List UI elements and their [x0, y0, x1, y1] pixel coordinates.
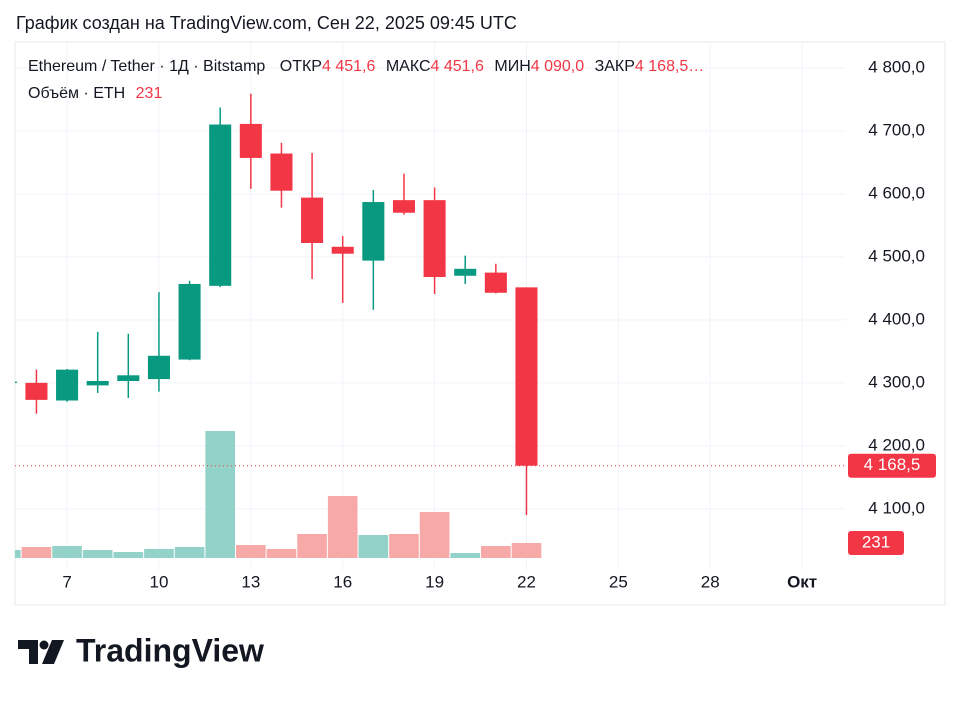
legend-line: Ethereum / Tether · 1Д · Bitstamp ОТКР4 …: [28, 58, 704, 75]
legend-volume-caption: Объём · ETH: [28, 85, 125, 102]
last-volume-badge: [848, 531, 904, 556]
x-tick-label: Окт: [787, 572, 817, 591]
plot-area: [15, 93, 845, 558]
candle-body: [15, 381, 17, 384]
brand-name: TradingView: [76, 632, 264, 668]
axes: 4 100,0 4 200,0 4 300,0 4 400,0 4 500,0 4 600…: [62, 57, 936, 591]
candle-body: [270, 153, 293, 191]
candle-body: [86, 380, 109, 386]
legend-open-value: 4 451,6: [322, 58, 375, 75]
y-tick-label: 4 300,0: [868, 372, 925, 391]
x-tick-label: 22: [517, 572, 536, 591]
logo-mark: [18, 640, 38, 664]
y-tick-label: 4 600,0: [868, 183, 925, 202]
y-tick-label: 4 500,0: [868, 246, 925, 265]
candle-body: [178, 283, 201, 360]
volume-bar: [174, 546, 205, 558]
volume-bar: [15, 550, 21, 558]
candle-body: [362, 202, 385, 261]
brand-logo: TradingView: [18, 632, 264, 668]
candle-body: [117, 375, 140, 381]
volume-bar: [144, 548, 174, 558]
volume-bar: [389, 533, 419, 558]
candle-body: [147, 355, 170, 380]
x-tick-label: 7: [62, 572, 71, 591]
candle-body: [515, 287, 538, 466]
candle-body: [239, 123, 262, 158]
legend-volume-line: Объём · ETH 231: [28, 85, 162, 102]
legend-close-caption: ЗАКР: [595, 58, 635, 75]
legend-open-caption: ОТКР: [280, 58, 322, 75]
candle-body: [484, 272, 507, 293]
volume-bar: [450, 553, 481, 558]
legend-high-caption: МАКС: [386, 58, 431, 75]
volume-bar: [82, 550, 113, 558]
volume-bar: [266, 548, 297, 558]
y-tick-label: 4 800,0: [868, 57, 925, 76]
volume-bar: [511, 543, 542, 558]
candle-body: [209, 124, 232, 286]
last-price-label: 4 168,5: [864, 455, 921, 474]
logo-dot: [39, 640, 49, 650]
x-tick-label: 10: [149, 572, 168, 591]
last-price-badge: [848, 453, 936, 478]
volume-bar: [358, 535, 389, 558]
volume-bar: [297, 533, 327, 558]
volume-bar: [481, 545, 511, 558]
candle-body: [423, 200, 446, 278]
y-tick-label: 4 400,0: [868, 309, 925, 328]
x-tick-label: 25: [609, 572, 628, 591]
volume-bar: [52, 545, 82, 558]
x-tick-label: 19: [425, 572, 444, 591]
x-tick-label: 13: [241, 572, 260, 591]
candle-body: [301, 197, 324, 243]
x-tick-label: 28: [701, 572, 720, 591]
last-volume-label: 231: [862, 532, 890, 551]
legend-low-caption: МИН: [494, 58, 530, 75]
candle-body: [25, 382, 48, 400]
candle-body: [454, 268, 477, 276]
x-tick-label: 16: [333, 572, 352, 591]
volume-bar: [21, 546, 52, 558]
volume-bar: [236, 545, 266, 558]
candle-body: [56, 369, 79, 401]
chart-header: График создан на TradingView.com, Сен 22…: [16, 13, 517, 33]
legend-low-value: 4 090,0: [531, 58, 584, 75]
chart-frame: [14, 41, 946, 606]
y-tick-label: 4 200,0: [868, 435, 925, 454]
volume-bar: [327, 495, 358, 558]
candle-body: [331, 246, 354, 254]
volume-bar: [205, 431, 236, 558]
legend-close-value: 4 168,5…: [635, 58, 704, 75]
legend-volume-value: 231: [136, 85, 163, 102]
y-tick-label: 4 700,0: [868, 120, 925, 139]
volume-bar: [113, 552, 144, 558]
legend-high-value: 4 451,6: [431, 58, 484, 75]
logo-slash: [42, 640, 64, 664]
legend-symbol: Ethereum / Tether · 1Д · Bitstamp: [28, 58, 265, 75]
volume-bar: [419, 512, 450, 558]
candle-body: [392, 200, 415, 213]
y-tick-label: 4 100,0: [868, 498, 925, 517]
